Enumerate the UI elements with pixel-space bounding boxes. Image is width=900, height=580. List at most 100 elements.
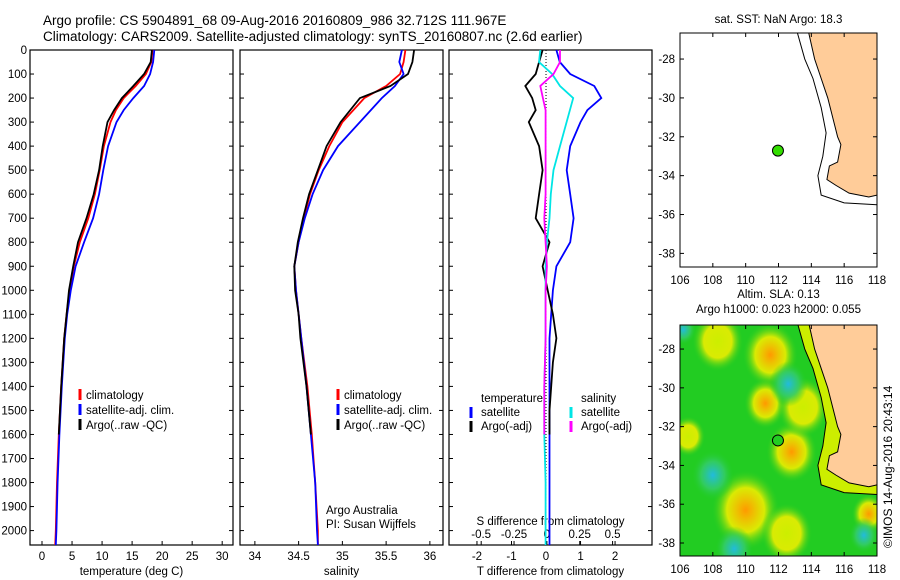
depth-tick-label: 100 [8, 69, 27, 81]
depth-tick-label: 1200 [1, 333, 27, 345]
depth-tick-label: 300 [8, 117, 27, 129]
x-tick-label: 35 [336, 551, 349, 563]
x-tick-label: 2 [612, 551, 618, 563]
legend-label: Argo(-adj) [481, 421, 532, 433]
x-tick-label: 10 [96, 551, 109, 563]
map-lat-label: -28 [658, 54, 675, 66]
depth-tick-label: 200 [8, 93, 27, 105]
series-line-argo-raw-qc- [293, 49, 415, 435]
map-sst [796, 33, 877, 206]
x-axis-label: salinity [324, 566, 359, 578]
legend-label: satellite-adj. clim. [344, 405, 432, 417]
x2-tick-label: 0 [544, 529, 550, 541]
map-lat-label: -32 [658, 422, 675, 434]
map-lat-label: -38 [658, 248, 675, 260]
depth-tick-label: 1900 [1, 502, 27, 514]
legend-label: satellite [481, 407, 520, 419]
x-tick-label: 25 [186, 551, 199, 563]
x2-tick-label: -0.25 [501, 529, 527, 541]
profile-title: Argo profile: CS 5904891_68 09-Aug-2016 … [43, 13, 507, 28]
series-line-t-satellite [548, 49, 603, 545]
x-tick-label: 20 [156, 551, 169, 563]
map-lon-label: 116 [835, 564, 853, 576]
depth-tick-label: 400 [8, 141, 27, 153]
x-tick-label: 1 [577, 551, 583, 563]
legend-label: Argo(..raw -QC) [86, 420, 167, 432]
series-line-satellite-adj-clim- [293, 49, 405, 546]
depth-tick-label: 2000 [1, 526, 27, 538]
isobath-line [797, 325, 877, 496]
legend-label: satellite [581, 407, 620, 419]
depth-tick-label: 1000 [1, 285, 27, 297]
x2-tick-label: -0.5 [471, 529, 491, 541]
map-lon-label: 118 [868, 564, 886, 576]
depth-tick-label: 1100 [2, 309, 27, 321]
map-lon-label: 110 [736, 564, 754, 576]
argo-float-marker [771, 144, 784, 157]
map-title: sat. SST: NaN Argo: 18.3 [715, 14, 843, 26]
depth-tick-label: 1500 [1, 405, 27, 417]
depth-tick-label: 1800 [1, 478, 27, 490]
axes-box-difference [448, 49, 653, 546]
argo-float-marker [771, 434, 784, 447]
map-lat-label: -30 [658, 93, 675, 105]
map-lat-label: -36 [658, 499, 675, 511]
map-lat-label: -36 [658, 210, 675, 222]
depth-tick-label: 1700 [1, 453, 27, 465]
depth-tick-label: 800 [8, 237, 27, 249]
depth-tick-label: 700 [8, 213, 27, 225]
climatology-title: Climatology: CARS2009. Satellite-adjuste… [43, 29, 583, 44]
sla-anomaly-cold [769, 361, 808, 407]
depth-tick-label: 1400 [1, 381, 27, 393]
axes-box-salinity [239, 49, 444, 546]
map-lat-label: -28 [658, 344, 675, 356]
x-tick-label: 0 [39, 551, 45, 563]
x-tick-label: 34.5 [287, 551, 309, 563]
series-line-t-argo-adj- [524, 49, 558, 435]
annotation-text: Argo Australia [326, 505, 398, 517]
legend-header-temperature: temperature [481, 393, 543, 405]
map-lon-label: 114 [802, 275, 821, 287]
series-line-satellite-adj-clim- [54, 49, 156, 546]
series-line-argo-raw-qc- [57, 49, 153, 435]
land [808, 33, 877, 198]
legend-label: Argo(..raw -QC) [344, 420, 425, 432]
x-axis-label: temperature (deg C) [80, 566, 184, 578]
sla-anomaly-cold [848, 517, 877, 553]
land [808, 325, 877, 488]
map-sla [680, 325, 877, 556]
isobath-line [796, 33, 877, 206]
depth-tick-label: 600 [8, 189, 27, 201]
x-axis-label: T difference from climatology [477, 566, 624, 578]
depth-tick-label: 1600 [1, 429, 27, 441]
x2-axis-label: S difference from climatology [476, 516, 624, 528]
x-tick-label: 30 [216, 551, 229, 563]
map-lon-label: 106 [670, 564, 689, 576]
x-tick-label: -2 [472, 551, 482, 563]
map-lat-label: -34 [658, 460, 675, 472]
map-lon-label: 108 [703, 275, 722, 287]
x-tick-label: 34 [248, 551, 261, 563]
map-title-steric: Argo h1000: 0.023 h2000: 0.055 [696, 304, 861, 316]
map-lat-label: -30 [658, 383, 675, 395]
map-lon-label: 110 [736, 275, 754, 287]
x2-tick-label: 0.25 [569, 529, 591, 541]
x2-tick-label: 0.5 [605, 529, 621, 541]
map-lat-label: -34 [658, 171, 675, 183]
sla-anomaly-cold [680, 325, 697, 345]
map-lon-label: 116 [835, 275, 853, 287]
sla-anomaly-warm [761, 503, 813, 556]
series-line-climatology [293, 49, 407, 545]
depth-tick-label: 500 [8, 165, 27, 177]
x-tick-label: 0 [543, 551, 549, 563]
legend-label: climatology [344, 390, 402, 402]
map-lon-label: 112 [769, 275, 787, 287]
map-lon-label: 108 [703, 564, 722, 576]
sla-anomaly-warm [692, 325, 744, 372]
depth-tick-label: 900 [8, 261, 27, 273]
map-lon-label: 114 [802, 564, 821, 576]
map-title-sla: Altim. SLA: 0.13 [737, 289, 819, 301]
sla-anomaly-cold [714, 526, 754, 556]
x-tick-label: 35.5 [375, 551, 397, 563]
